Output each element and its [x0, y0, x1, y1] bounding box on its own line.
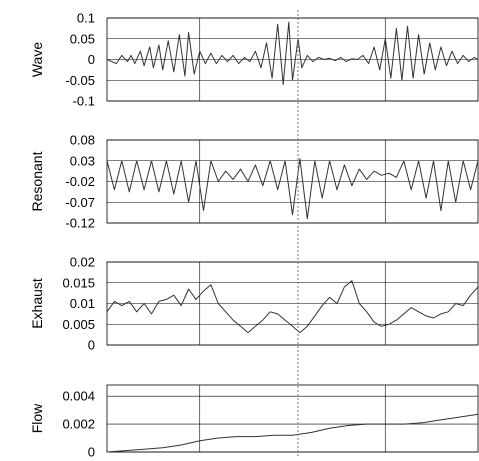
y-tick-label: 0.01 — [70, 296, 95, 311]
y-tick-label: -0.12 — [65, 216, 95, 231]
y-tick-label: 0.08 — [70, 133, 95, 148]
y-tick-label: 0.004 — [62, 389, 95, 404]
y-axis-title-resonant: Resonant — [29, 151, 45, 211]
y-tick-label: -0.05 — [65, 73, 95, 88]
y-tick-label: 0 — [88, 338, 95, 353]
y-tick-label: 0.002 — [62, 417, 95, 432]
series-line-wave — [106, 21, 479, 85]
y-axis-title-flow: Flow — [29, 403, 45, 433]
y-axis-title-wave: Wave — [29, 42, 45, 77]
y-tick-label: 0 — [88, 445, 95, 460]
y-tick-label: 0.1 — [77, 11, 95, 26]
y-tick-label: 0.005 — [62, 317, 95, 332]
series-line-flow — [106, 413, 479, 453]
series-line-exhaust — [106, 280, 479, 334]
y-tick-label: -0.07 — [65, 195, 95, 210]
series-line-resonant — [106, 158, 479, 220]
y-tick-label: 0 — [88, 52, 95, 67]
y-tick-label: -0.1 — [73, 94, 95, 109]
plot-area-flow — [106, 384, 479, 453]
y-tick-label: 0.03 — [70, 153, 95, 168]
y-axis-title-exhaust: Exhaust — [29, 278, 45, 329]
y-tick-label: 0.02 — [70, 255, 95, 270]
y-tick-label: 0.015 — [62, 275, 95, 290]
y-tick-label: 0.05 — [70, 31, 95, 46]
y-tick-label: -0.02 — [65, 174, 95, 189]
